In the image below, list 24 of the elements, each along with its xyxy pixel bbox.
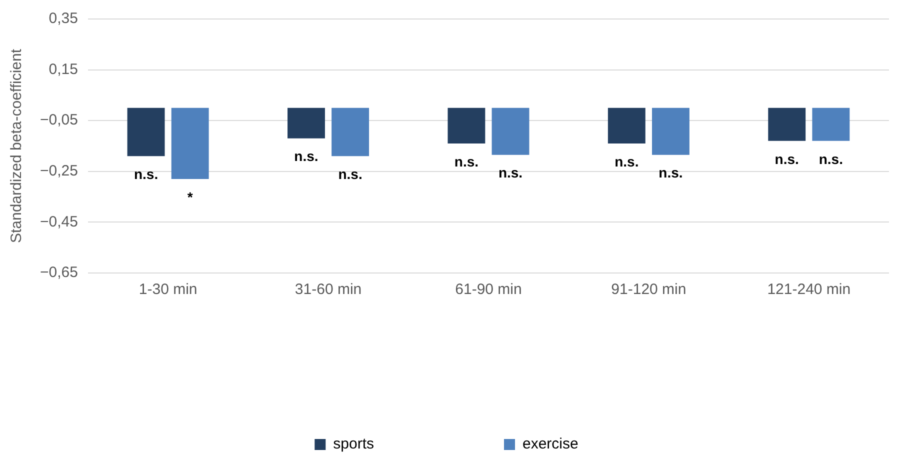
y-tick-label: −0,45 bbox=[40, 213, 78, 230]
x-tick-label: 121-240 min bbox=[767, 281, 851, 298]
data-label: n.s. bbox=[338, 166, 362, 182]
x-tick-label: 91-120 min bbox=[611, 281, 686, 298]
data-label: n.s. bbox=[614, 153, 639, 170]
x-tick-label: 61-90 min bbox=[455, 281, 522, 298]
data-label: * bbox=[187, 188, 194, 205]
y-tick-label: −0,05 bbox=[40, 112, 78, 129]
data-label: n.s. bbox=[134, 166, 158, 182]
y-axis-title: Standardized beta-coefficient bbox=[8, 48, 26, 244]
data-label: n.s. bbox=[774, 150, 799, 167]
y-tick-label: −0,65 bbox=[40, 264, 78, 282]
x-tick-label: 1-30 min bbox=[138, 281, 198, 298]
y-tick-label: −0,25 bbox=[40, 162, 78, 180]
data-label: n.s. bbox=[454, 153, 479, 170]
y-tick-label: 0,35 bbox=[48, 10, 78, 28]
data-label: n.s. bbox=[294, 148, 318, 164]
legend-label: exercise bbox=[522, 436, 578, 453]
data-label: n.s. bbox=[498, 164, 523, 181]
legend-label: sports bbox=[333, 436, 374, 453]
x-tick-label: 31-60 min bbox=[294, 281, 362, 298]
data-label: n.s. bbox=[818, 150, 843, 167]
data-label: n.s. bbox=[658, 164, 683, 181]
y-tick-label: 0,15 bbox=[48, 60, 78, 78]
